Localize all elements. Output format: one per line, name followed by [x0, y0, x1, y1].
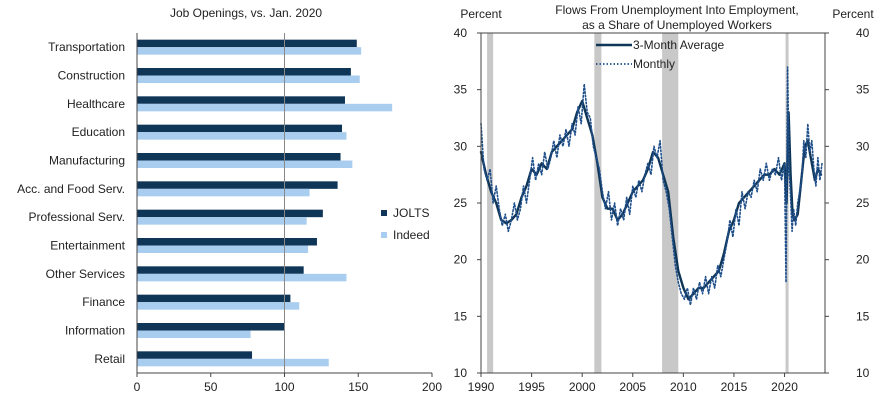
- right-y-tick-label-30: 30: [856, 139, 870, 153]
- category-label-transportation: Transportation: [48, 40, 125, 54]
- category-label-professional-serv: Professional Serv.: [29, 210, 126, 224]
- recession-band-1: [487, 33, 494, 373]
- bars: [137, 39, 393, 367]
- bar-indeed-healthcare: [137, 103, 393, 112]
- bar-jolts-construction: [137, 68, 351, 76]
- left-y-tick-label-30: 30: [454, 139, 468, 153]
- left-y-tick-label-25: 25: [454, 196, 468, 210]
- left-axis-unit-label: Percent: [460, 7, 502, 21]
- bar-indeed-information: [137, 330, 251, 338]
- bar-indeed-other-services: [137, 273, 347, 282]
- category-label-acc-and-food-serv: Acc. and Food Serv.: [17, 182, 125, 196]
- bar-jolts-acc-and-food-serv: [137, 181, 338, 189]
- job-openings-chart: Job Openings, vs. Jan. 2020 Transportati…: [17, 6, 442, 394]
- left-y-tick-label-15: 15: [454, 309, 468, 323]
- bar-indeed-manufacturing: [137, 160, 353, 168]
- legend-label-indeed: Indeed: [393, 228, 430, 242]
- category-label-education: Education: [72, 125, 125, 139]
- bar-indeed-finance: [137, 302, 300, 310]
- category-label-other-services: Other Services: [46, 267, 125, 281]
- bar-jolts-manufacturing: [137, 153, 341, 161]
- right-chart-x-ticks: 1990 1995 2000 2005 2010 2015 2020: [468, 373, 798, 394]
- x-tick-label-200: 200: [422, 380, 442, 394]
- bar-jolts-professional-serv: [137, 209, 323, 218]
- right-axis-unit-label: Percent: [832, 7, 874, 21]
- year-tick-label-2020: 2020: [771, 380, 798, 394]
- year-tick-label-2005: 2005: [619, 380, 646, 394]
- flows-chart: Flows From Unemployment Into Employment,…: [454, 3, 875, 394]
- right-y-tick-label-40: 40: [856, 26, 870, 40]
- bar-indeed-transportation: [137, 47, 362, 55]
- right-y-tick-label-25: 25: [856, 196, 870, 210]
- bar-indeed-retail: [137, 358, 329, 367]
- right-y-tick-label-20: 20: [856, 253, 870, 267]
- legend-swatch-jolts: [381, 210, 387, 216]
- year-tick-label-2000: 2000: [569, 380, 596, 394]
- category-label-healthcare: Healthcare: [67, 97, 125, 111]
- bar-jolts-education: [137, 124, 343, 133]
- bar-jolts-information: [137, 323, 285, 331]
- recession-bands: [487, 33, 789, 373]
- year-tick-label-1990: 1990: [468, 380, 495, 394]
- category-label-information: Information: [65, 324, 125, 338]
- category-label-manufacturing: Manufacturing: [49, 154, 125, 168]
- recession-band-2: [594, 33, 602, 373]
- bar-jolts-finance: [137, 294, 291, 303]
- left-y-tick-label-10: 10: [454, 366, 468, 380]
- legend-swatch-indeed: [381, 232, 387, 238]
- left-chart-x-ticks: 0 50 100 150 200: [134, 373, 442, 394]
- x-tick-label-50: 50: [204, 380, 218, 394]
- bar-indeed-construction: [137, 75, 360, 83]
- year-tick-label-2010: 2010: [670, 380, 697, 394]
- year-tick-label-1995: 1995: [518, 380, 545, 394]
- bar-jolts-entertainment: [137, 238, 317, 246]
- series-line-3-month-average: [479, 99, 823, 301]
- bar-jolts-other-services: [137, 266, 304, 274]
- x-tick-label-0: 0: [134, 380, 141, 394]
- category-label-retail: Retail: [94, 352, 125, 366]
- bar-jolts-transportation: [137, 39, 357, 48]
- left-y-tick-label-35: 35: [454, 83, 468, 97]
- legend-label-jolts: JOLTS: [393, 206, 429, 220]
- right-y-tick-label-10: 10: [856, 366, 870, 380]
- right-y-tick-label-15: 15: [856, 309, 870, 323]
- bar-indeed-education: [137, 132, 347, 140]
- left-chart-legend: JOLTS Indeed: [381, 206, 430, 242]
- category-label-construction: Construction: [58, 69, 125, 83]
- x-tick-label-100: 100: [274, 380, 294, 394]
- left-chart-title: Job Openings, vs. Jan. 2020: [170, 6, 322, 20]
- x-tick-label-150: 150: [348, 380, 368, 394]
- legend-label-monthly: Monthly: [633, 57, 675, 71]
- right-chart-title-line-2: as a Share of Unemployed Workers: [582, 18, 772, 32]
- bar-jolts-healthcare: [137, 96, 345, 104]
- category-label-finance: Finance: [82, 295, 125, 309]
- right-y-tick-label-35: 35: [856, 83, 870, 97]
- bar-indeed-entertainment: [137, 245, 309, 253]
- year-tick-label-2015: 2015: [721, 380, 748, 394]
- line-series: [479, 66, 823, 306]
- right-chart-y-ticks: 10 10 15 15 20 20 25 25 30 30 35 35 40 40: [454, 26, 870, 380]
- bar-jolts-retail: [137, 351, 253, 359]
- bar-indeed-professional-serv: [137, 217, 307, 225]
- legend-label-3-month-average: 3-Month Average: [633, 38, 724, 52]
- right-chart-legend: 3-Month Average Monthly: [596, 38, 724, 71]
- category-labels: Transportation Construction Healthcare Educ…: [17, 40, 125, 366]
- left-y-tick-label-20: 20: [454, 253, 468, 267]
- category-label-entertainment: Entertainment: [50, 239, 125, 253]
- series-line-monthly: [480, 66, 823, 306]
- left-y-tick-label-40: 40: [454, 26, 468, 40]
- plot-frame: [480, 32, 826, 374]
- bar-indeed-acc-and-food-serv: [137, 188, 310, 197]
- right-chart-title-line-1: Flows From Unemployment Into Employment,: [555, 3, 798, 17]
